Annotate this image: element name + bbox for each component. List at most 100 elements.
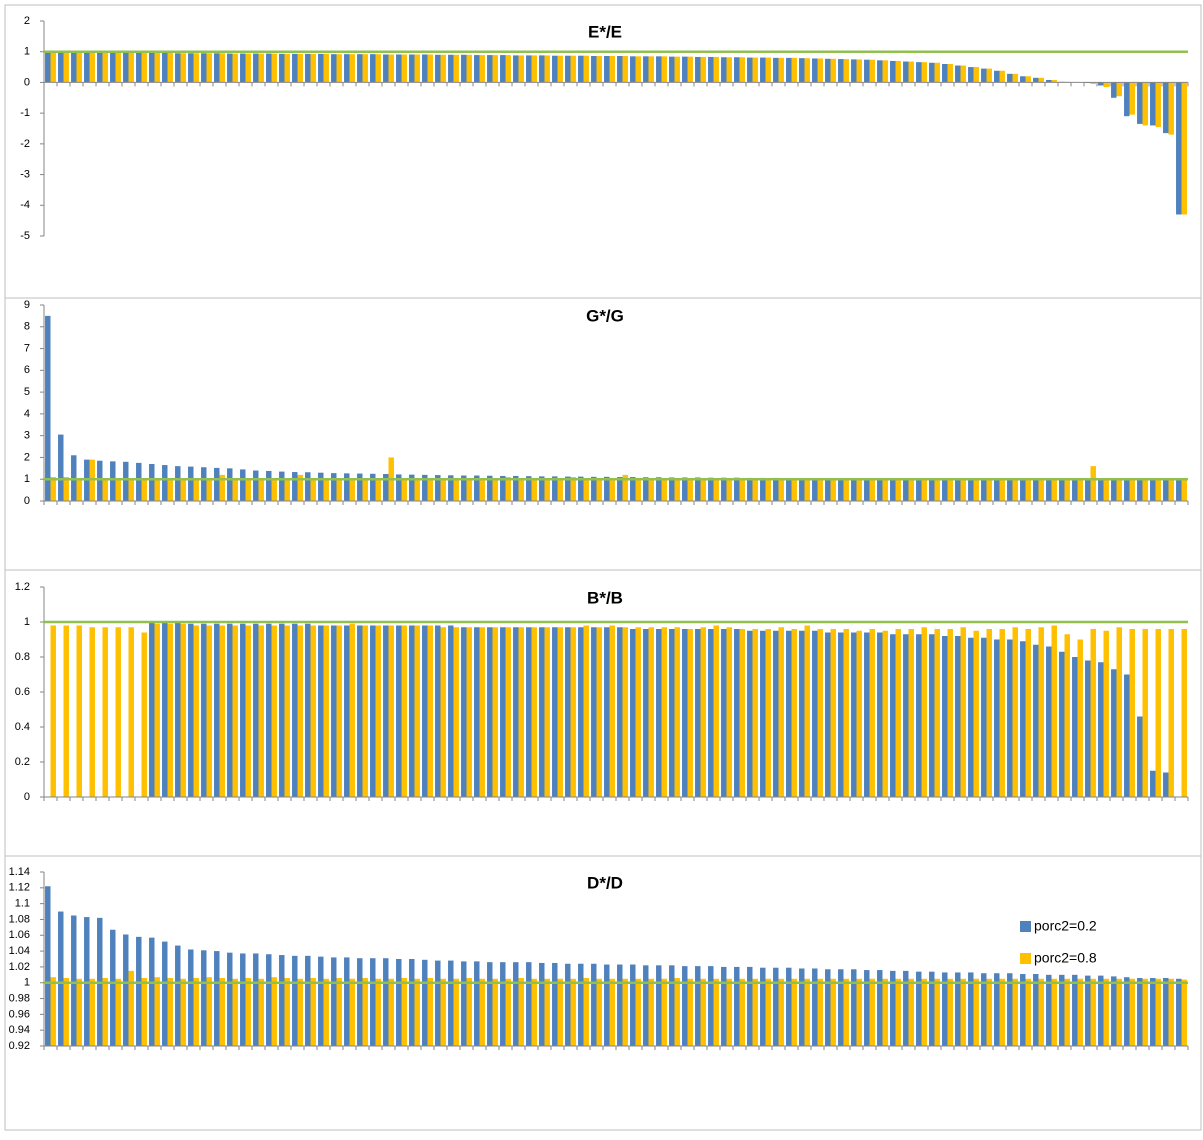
- bar: [279, 623, 285, 797]
- bar: [201, 623, 207, 797]
- bar: [336, 977, 342, 1046]
- bar: [370, 473, 376, 501]
- bar: [539, 962, 545, 1046]
- legend-swatch: [1020, 921, 1031, 932]
- legend-label: porc2=0.8: [1034, 950, 1097, 966]
- y-tick-label: 2: [24, 451, 30, 463]
- bar: [154, 623, 160, 797]
- bar: [240, 623, 246, 797]
- bar: [128, 478, 134, 501]
- bar: [1020, 641, 1026, 797]
- bar: [1129, 978, 1135, 1046]
- bar: [362, 478, 368, 501]
- bar: [760, 630, 766, 797]
- bar: [136, 462, 142, 501]
- bar: [323, 625, 329, 797]
- bar: [526, 627, 532, 797]
- bar: [1150, 479, 1156, 501]
- bar: [1090, 82, 1096, 84]
- bar: [206, 625, 212, 797]
- bar: [370, 54, 376, 83]
- bar: [539, 55, 545, 83]
- chart-title: B*/B: [587, 588, 623, 607]
- bar: [786, 57, 792, 83]
- bar: [435, 54, 441, 83]
- bar: [669, 56, 675, 83]
- bar: [864, 970, 870, 1046]
- bar: [167, 623, 173, 797]
- y-tick-label: 8: [24, 321, 30, 333]
- bar: [817, 629, 823, 797]
- bar: [271, 53, 277, 83]
- bar: [1111, 669, 1117, 797]
- bar: [110, 461, 116, 501]
- bar: [1025, 978, 1031, 1046]
- bar: [708, 629, 714, 797]
- bar: [1163, 977, 1169, 1046]
- bar: [71, 915, 77, 1046]
- bar: [726, 978, 732, 1046]
- bar: [635, 478, 641, 501]
- bar: [115, 978, 121, 1046]
- bar: [500, 475, 506, 501]
- bar: [778, 978, 784, 1046]
- y-tick-label: 5: [24, 386, 30, 398]
- bar: [747, 630, 753, 797]
- bar: [531, 478, 537, 501]
- bar: [929, 971, 935, 1046]
- bar: [344, 957, 350, 1046]
- bar: [492, 978, 498, 1046]
- bar: [1181, 629, 1187, 797]
- bar: [292, 623, 298, 797]
- bar: [310, 625, 316, 797]
- bar: [492, 627, 498, 797]
- bar: [453, 478, 459, 501]
- bar: [1142, 82, 1148, 126]
- bar: [102, 627, 108, 797]
- bar: [154, 478, 160, 501]
- bar: [851, 478, 857, 501]
- y-tick-label: 1.04: [9, 945, 30, 957]
- bar: [1098, 82, 1104, 86]
- bar: [388, 625, 394, 797]
- bar: [154, 977, 160, 1046]
- bar: [921, 478, 927, 501]
- bar: [292, 53, 298, 83]
- bar: [1163, 479, 1169, 501]
- bar: [474, 961, 480, 1046]
- y-tick-label: 0: [24, 791, 30, 803]
- bar: [622, 627, 628, 797]
- bar: [84, 52, 90, 83]
- bar: [1051, 978, 1057, 1046]
- bar: [349, 478, 355, 501]
- y-tick-label: 0.8: [15, 651, 30, 663]
- chart-title: G*/G: [586, 306, 624, 325]
- bar: [284, 977, 290, 1046]
- bar: [1051, 79, 1057, 83]
- bar: [687, 978, 693, 1046]
- bar: [565, 476, 571, 501]
- y-tick-label: -2: [20, 138, 30, 150]
- bar: [851, 969, 857, 1046]
- bar: [869, 59, 875, 83]
- bar: [726, 478, 732, 501]
- bar: [955, 478, 961, 501]
- bar: [1181, 979, 1187, 1046]
- bar: [370, 625, 376, 797]
- bar: [531, 55, 537, 83]
- bar: [461, 475, 467, 501]
- bar: [305, 623, 311, 797]
- bar: [461, 627, 467, 797]
- bar: [1137, 977, 1143, 1046]
- bar: [357, 473, 363, 501]
- bar: [214, 623, 220, 797]
- bar: [682, 477, 688, 501]
- bar: [435, 960, 441, 1046]
- bar: [513, 962, 519, 1046]
- bar: [643, 56, 649, 83]
- bar: [1103, 478, 1109, 501]
- bar: [921, 627, 927, 797]
- bar: [1129, 478, 1135, 501]
- y-tick-label: 1.12: [9, 882, 30, 894]
- bar: [955, 65, 961, 83]
